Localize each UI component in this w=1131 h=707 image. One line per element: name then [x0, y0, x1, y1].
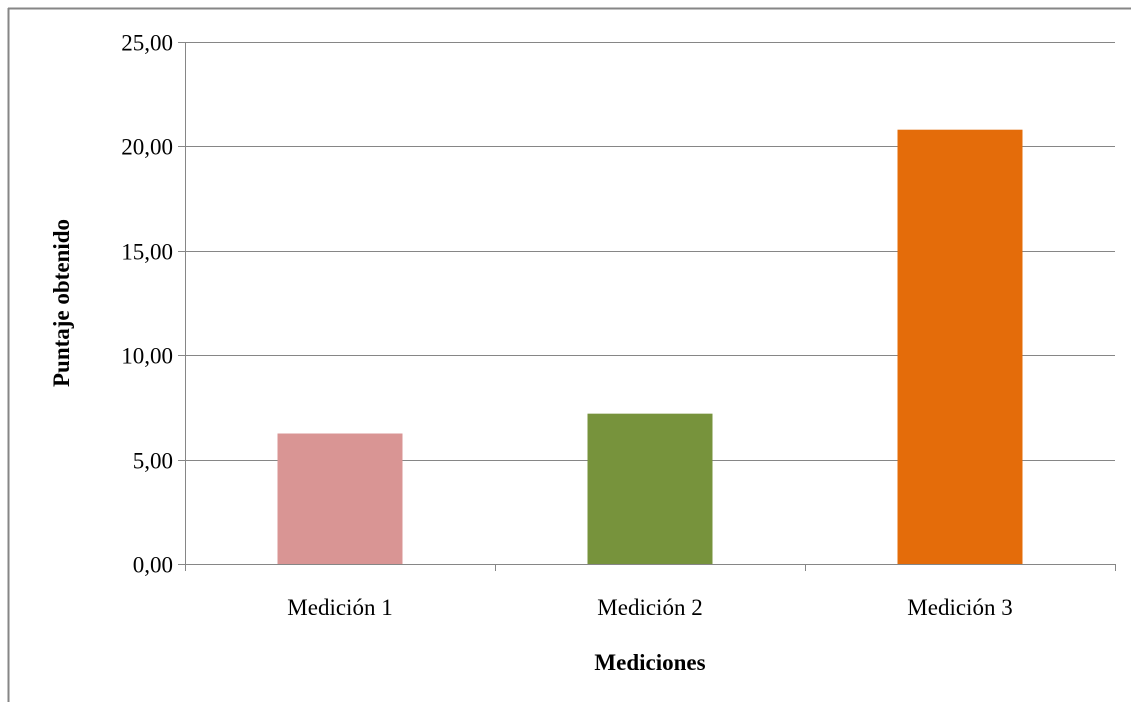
x-tick-label: Medición 2	[597, 595, 702, 620]
bar	[277, 433, 403, 564]
bar	[587, 413, 713, 564]
x-tick-label: Medición 1	[287, 595, 392, 620]
y-axis-title: Puntaje obtenido	[49, 219, 74, 387]
y-tick-label: 25,00	[121, 31, 173, 56]
x-axis-title: Mediciones	[594, 650, 705, 675]
bar	[897, 129, 1023, 565]
y-tick-label: 10,00	[121, 344, 173, 369]
x-tick-label: Medición 3	[907, 595, 1012, 620]
y-tick-label: 20,00	[121, 135, 173, 160]
y-tick-label: 0,00	[133, 553, 173, 578]
y-tick-label: 5,00	[133, 449, 173, 474]
y-tick-label: 15,00	[121, 240, 173, 265]
